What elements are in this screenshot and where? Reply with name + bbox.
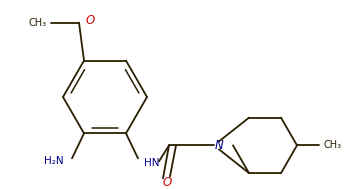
Text: O: O xyxy=(162,176,172,189)
Text: H₂N: H₂N xyxy=(44,156,64,166)
Text: CH₃: CH₃ xyxy=(323,140,341,150)
Text: O: O xyxy=(86,14,95,27)
Text: HN: HN xyxy=(144,158,160,168)
Text: N: N xyxy=(215,139,224,152)
Text: CH₃: CH₃ xyxy=(29,18,47,28)
